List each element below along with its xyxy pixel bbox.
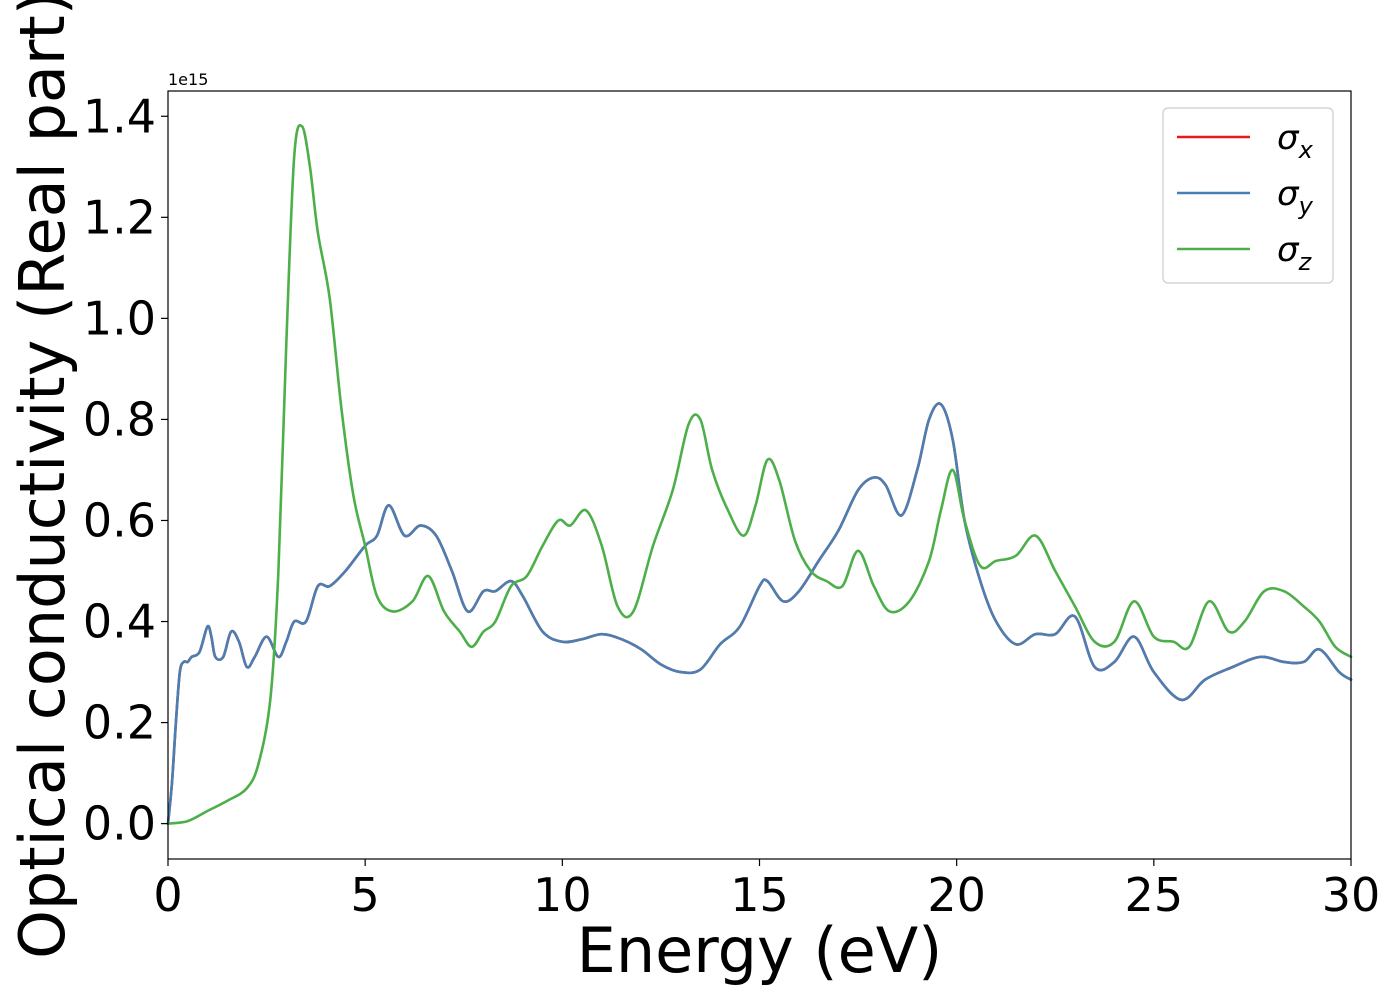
y-offset-label: 1e15 [168,70,208,89]
x-tick-label: 5 [351,868,380,922]
x-tick-label: 15 [730,868,789,922]
x-tick-label: 25 [1125,868,1184,922]
x-tick-label: 0 [153,868,182,922]
y-tick-label: 1.2 [83,190,156,244]
y-tick-label: 0.0 [83,797,156,851]
legend: σx σy σz [1162,107,1334,284]
legend-label-z: σz [1277,230,1313,276]
y-tick-label: 0.8 [83,392,156,446]
y-tick-label: 0.2 [83,696,156,750]
legend-label-y: σy [1277,174,1314,220]
y-tick-label: 0.4 [83,595,156,649]
x-tick-label: 10 [533,868,592,922]
y-axis-title: Optical conductivity (Real part) [6,0,79,959]
y-tick-label: 1.4 [83,89,156,143]
x-axis-ticks: 0 5 10 15 20 25 30 [153,859,1380,922]
x-tick-label: 30 [1322,868,1381,922]
x-tick-label: 20 [927,868,986,922]
series-line-z [166,124,1353,825]
legend-label-x: σx [1277,118,1314,164]
y-axis-ticks: 0.0 0.2 0.4 0.6 0.8 1.0 1.2 1.4 [83,89,168,851]
y-tick-label: 0.6 [83,493,156,547]
series-layer [166,124,1353,825]
x-axis-title: Energy (eV) [577,914,943,987]
legend-box [1162,107,1334,284]
series-line-y [166,402,1353,825]
y-tick-label: 1.0 [83,291,156,345]
